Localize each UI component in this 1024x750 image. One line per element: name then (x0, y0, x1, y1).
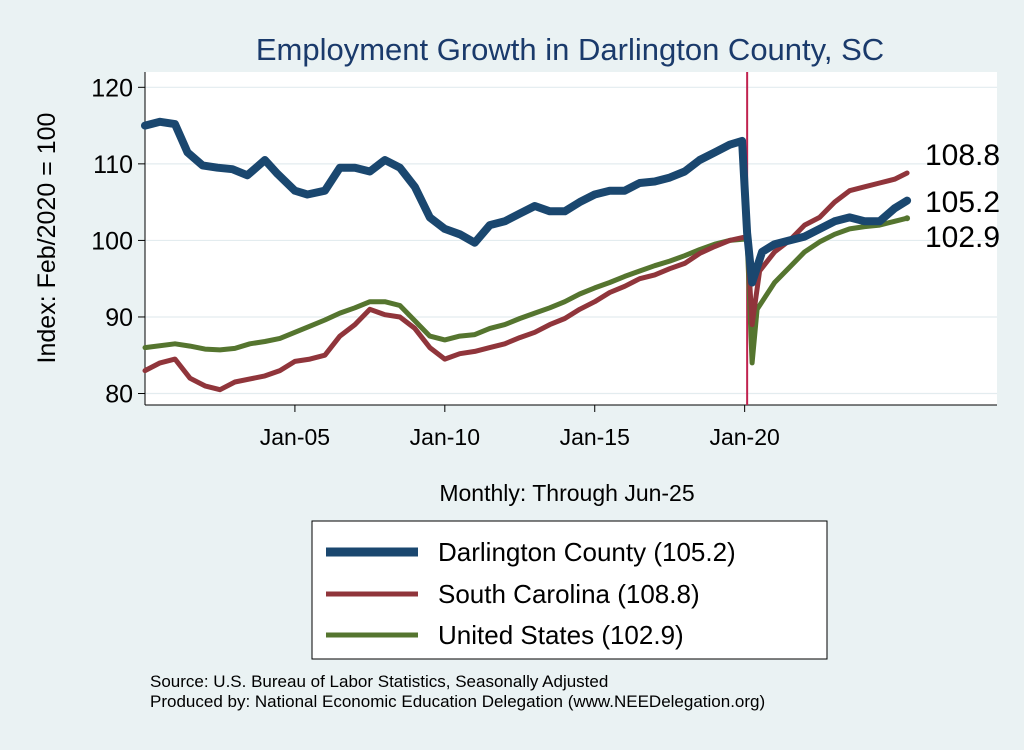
x-tick-label: Jan-05 (260, 424, 330, 450)
series-line (141, 117, 912, 287)
x-tick-label: Jan-15 (560, 424, 630, 450)
end-value-label: 102.9 (925, 221, 1000, 254)
y-tick-label: 120 (91, 74, 133, 102)
legend-label: South Carolina (108.8) (438, 579, 700, 609)
x-axis-title: Monthly: Through Jun-25 (439, 480, 694, 506)
series-line (142, 215, 910, 366)
end-value-label: 105.2 (925, 186, 1000, 219)
series-end-marker (904, 215, 911, 222)
source-note: Source: U.S. Bureau of Labor Statistics,… (150, 672, 765, 712)
plot-area (145, 72, 997, 405)
producer-line: Produced by: National Economic Education… (150, 692, 766, 711)
y-axis-title: Index: Feb/2020 = 100 (33, 113, 61, 364)
x-tick-label: Jan-20 (709, 424, 779, 450)
y-tick-label: 110 (93, 151, 133, 179)
y-tick-label: 90 (105, 304, 133, 332)
end-value-label: 108.8 (925, 139, 1000, 172)
y-tick-label: 100 (91, 227, 133, 255)
source-line: Source: U.S. Bureau of Labor Statistics,… (150, 672, 609, 691)
x-tick-label: Jan-10 (410, 424, 480, 450)
legend-label: Darlington County (105.2) (438, 537, 736, 567)
y-tick-label: 80 (105, 381, 133, 409)
chart-title: Employment Growth in Darlington County, … (256, 32, 884, 67)
legend-label: United States (102.9) (438, 620, 684, 650)
